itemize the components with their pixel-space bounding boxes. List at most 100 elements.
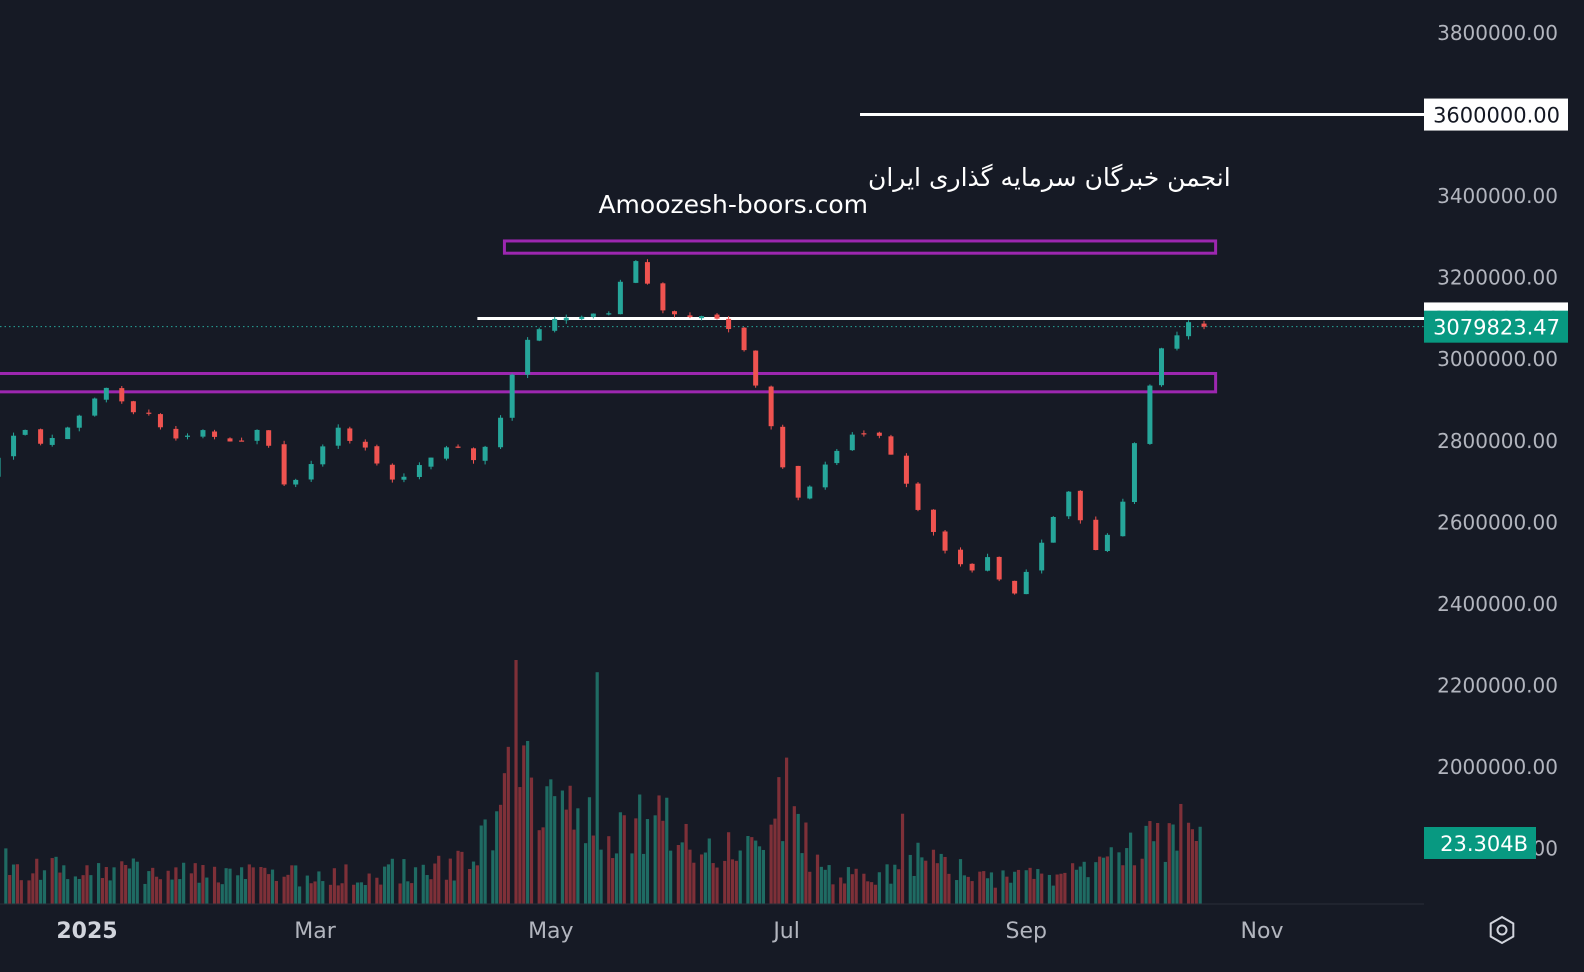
candle-body[interactable] [22, 429, 28, 435]
volume-bar [398, 883, 402, 904]
candle-body[interactable] [130, 401, 136, 413]
candle-body[interactable] [780, 426, 786, 468]
candle-body[interactable] [1201, 323, 1207, 327]
candle-body[interactable] [227, 438, 233, 442]
candle-body[interactable] [49, 438, 55, 445]
candle-body[interactable] [1120, 501, 1126, 537]
candle-body[interactable] [795, 465, 801, 498]
candle-body[interactable] [525, 339, 531, 375]
candle-body[interactable] [157, 414, 163, 428]
candle-body[interactable] [347, 428, 353, 441]
candle-body[interactable] [308, 464, 314, 480]
candle-body[interactable] [498, 417, 504, 448]
candle-body[interactable] [687, 315, 693, 318]
candle-body[interactable] [579, 316, 585, 320]
candle-body[interactable] [590, 313, 596, 317]
candle-body[interactable] [861, 433, 867, 435]
candle-body[interactable] [428, 457, 434, 467]
candle-body[interactable] [11, 435, 17, 457]
candle-body[interactable] [672, 311, 677, 315]
candle-body[interactable] [969, 563, 975, 571]
candle-body[interactable] [76, 415, 82, 428]
candle-body[interactable] [281, 444, 287, 485]
settings-icon[interactable] [1489, 915, 1515, 945]
candle-body[interactable] [38, 429, 44, 444]
candle-body[interactable] [92, 398, 98, 416]
candle-body[interactable] [482, 446, 488, 461]
candle-body[interactable] [617, 281, 623, 315]
candle-body[interactable] [714, 314, 720, 319]
zone-rectangles [0, 239, 1218, 394]
candle-body[interactable] [726, 318, 732, 330]
candle-body[interactable] [374, 446, 380, 464]
candle-body[interactable] [1104, 534, 1110, 552]
candle-body[interactable] [1186, 322, 1192, 337]
candle-body[interactable] [254, 429, 260, 441]
candle-body[interactable] [1159, 348, 1165, 386]
candle-body[interactable] [741, 327, 747, 351]
candle-body[interactable] [103, 387, 109, 400]
candle-body[interactable] [212, 431, 218, 437]
candle-body[interactable] [660, 283, 666, 311]
candle-body[interactable] [876, 432, 882, 436]
candle-body[interactable] [633, 261, 639, 283]
candle-body[interactable] [930, 509, 936, 532]
price-axis[interactable]: 3800000.003600000.003400000.003200000.00… [1437, 21, 1558, 861]
candle-body[interactable] [1131, 443, 1137, 503]
candle-body[interactable] [471, 448, 477, 461]
volume-bar [174, 867, 178, 904]
candle-body[interactable] [552, 318, 558, 331]
candle-body[interactable] [443, 447, 449, 459]
candle-body[interactable] [942, 531, 948, 551]
candle-body[interactable] [1039, 542, 1045, 571]
candle-body[interactable] [416, 465, 422, 477]
candle-body[interactable] [266, 430, 272, 446]
zone-rectangle[interactable] [502, 239, 1218, 255]
candle-body[interactable] [606, 313, 612, 315]
candle-body[interactable] [1012, 580, 1018, 594]
candle-body[interactable] [753, 350, 759, 386]
candle-body[interactable] [1023, 571, 1029, 595]
candle-body[interactable] [644, 262, 650, 284]
candle-body[interactable] [768, 386, 774, 427]
candle-body[interactable] [849, 434, 855, 451]
candle-body[interactable] [822, 464, 828, 488]
candle-body[interactable] [65, 427, 71, 440]
candle-body[interactable] [536, 329, 542, 341]
candle-body[interactable] [200, 430, 206, 437]
candle-body[interactable] [958, 549, 964, 565]
candle-body[interactable] [888, 436, 894, 455]
candle-body[interactable] [996, 556, 1002, 580]
candle-body[interactable] [362, 441, 368, 448]
candle-body[interactable] [807, 486, 813, 499]
candle-body[interactable] [985, 557, 991, 571]
candle-body[interactable] [119, 388, 125, 402]
candle-body[interactable] [903, 455, 909, 484]
zone-rectangle[interactable] [0, 371, 1218, 394]
candle-body[interactable] [1147, 385, 1153, 444]
candle-body[interactable] [1093, 519, 1099, 551]
candle-body[interactable] [0, 457, 1, 477]
candle-body[interactable] [184, 435, 190, 437]
candle-body[interactable] [239, 440, 245, 442]
candle-body[interactable] [699, 316, 705, 319]
candle-body[interactable] [335, 427, 341, 446]
candle-body[interactable] [146, 412, 152, 414]
candle-body[interactable] [1174, 335, 1180, 349]
candle-body[interactable] [455, 446, 461, 448]
candle-body[interactable] [320, 446, 326, 465]
candle-body[interactable] [293, 479, 299, 485]
candle-body[interactable] [401, 476, 407, 480]
candle-body[interactable] [834, 450, 840, 464]
candle-body[interactable] [1066, 491, 1072, 517]
candle-body[interactable] [1050, 516, 1056, 543]
candle-body[interactable] [1077, 490, 1083, 521]
candle-body[interactable] [173, 428, 179, 439]
candle-body[interactable] [389, 464, 395, 480]
candle-body[interactable] [509, 374, 515, 418]
time-axis[interactable]: 2025 Mar May Jul Sep Nov [56, 919, 1283, 944]
candle-body[interactable] [563, 317, 569, 321]
candle-body[interactable] [915, 483, 921, 510]
